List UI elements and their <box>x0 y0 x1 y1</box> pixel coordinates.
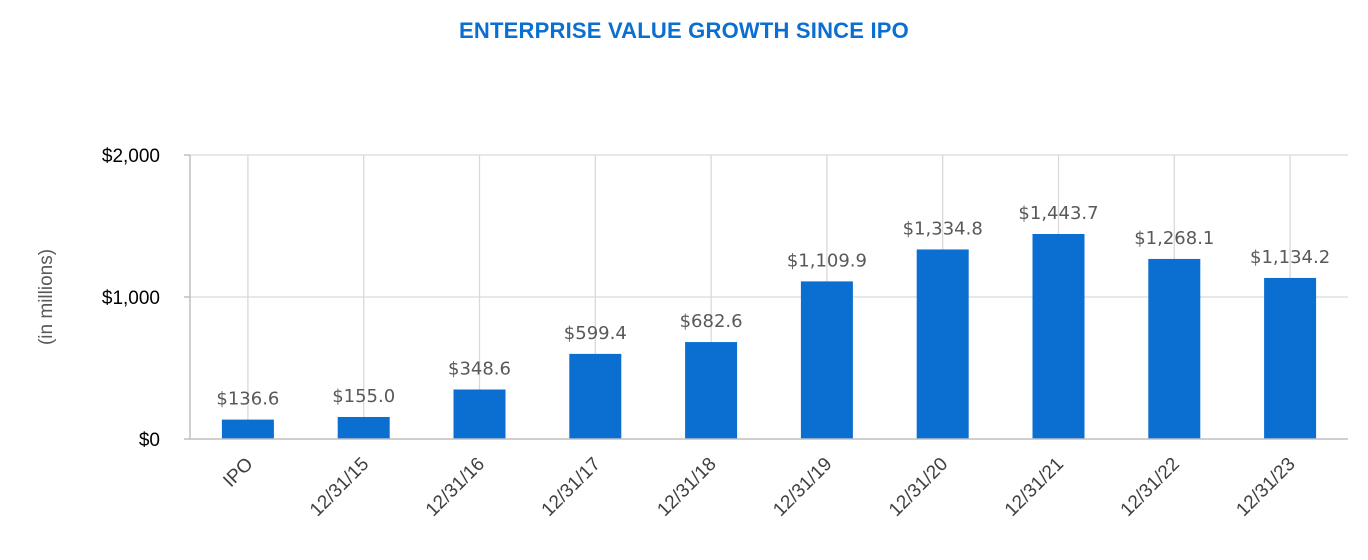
bar <box>916 249 969 439</box>
y-tick-label: $0 <box>139 430 160 451</box>
data-label: $155.0 <box>332 386 395 407</box>
data-label: $1,268.1 <box>1134 228 1214 249</box>
x-tick-labels: IPO 12/31/15 12/31/16 12/31/17 12/31/18 12/31… <box>219 454 1299 521</box>
x-tick-label: 12/31/21 <box>1001 454 1068 521</box>
bar <box>453 389 506 439</box>
y-tick-label: $1,000 <box>102 288 160 309</box>
data-label: $599.4 <box>564 323 627 344</box>
data-label: $1,443.7 <box>1018 203 1098 224</box>
data-label: $348.6 <box>448 358 511 379</box>
x-tick-label: IPO <box>219 454 257 492</box>
bar <box>1032 233 1085 439</box>
data-label: $136.6 <box>216 389 279 410</box>
x-tick-label: 12/31/18 <box>653 454 720 521</box>
x-tick-label: 12/31/16 <box>422 454 489 521</box>
x-tick-label: 12/31/15 <box>306 454 373 521</box>
x-tick-label: 12/31/19 <box>769 454 836 521</box>
data-label: $1,134.2 <box>1250 247 1330 268</box>
bar <box>685 342 738 439</box>
chart-title: ENTERPRISE VALUE GROWTH SINCE IPO <box>459 18 909 43</box>
y-axis-label: (in millions) <box>36 249 57 345</box>
bar <box>1264 277 1317 439</box>
x-tick-label: 12/31/22 <box>1117 454 1184 521</box>
y-tick-label: $2,000 <box>102 146 160 167</box>
bars <box>221 233 1317 439</box>
x-tick-label: 12/31/20 <box>885 454 952 521</box>
data-label: $682.6 <box>680 311 743 332</box>
data-label: $1,334.8 <box>903 218 983 239</box>
bar <box>1148 258 1201 439</box>
bar <box>337 416 390 439</box>
data-labels: $136.6 $155.0 $348.6 $599.4 $682.6 $1,109.9 $1… <box>216 203 1330 410</box>
bar <box>800 281 853 439</box>
axes <box>184 154 1348 440</box>
y-tick-labels: $0 $1,000 $2,000 <box>102 146 160 451</box>
x-tick-label: 12/31/23 <box>1232 454 1299 521</box>
bar <box>221 419 274 439</box>
x-tick-label: 12/31/17 <box>538 454 605 521</box>
bar <box>569 353 622 439</box>
data-label: $1,109.9 <box>787 250 867 271</box>
